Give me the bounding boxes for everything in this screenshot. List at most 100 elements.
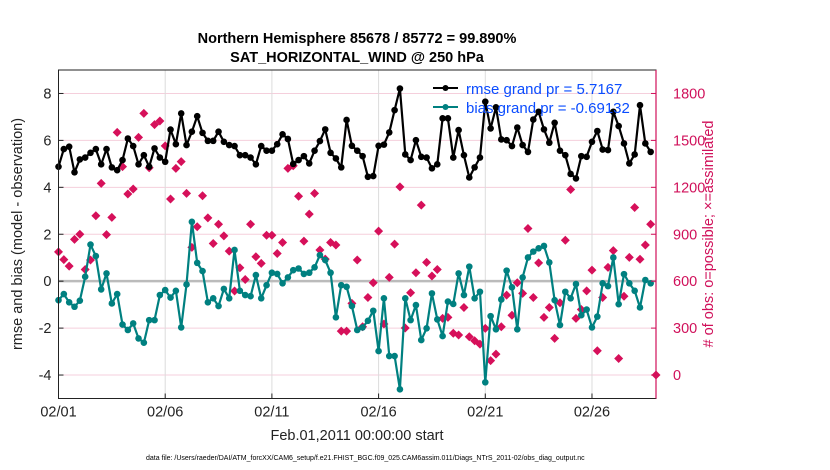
rmse-point bbox=[604, 146, 612, 154]
bias-point bbox=[108, 300, 116, 307]
rmse-point bbox=[503, 136, 510, 144]
data-file-footer: data file: /Users/raeder/DAI/ATM_forcXX/… bbox=[146, 455, 585, 462]
rmse-point bbox=[396, 85, 404, 92]
rmse-point bbox=[481, 98, 489, 105]
obs-count-marker bbox=[518, 288, 528, 298]
bias-point bbox=[487, 312, 494, 320]
bias-point bbox=[599, 279, 606, 287]
bias-point bbox=[113, 290, 121, 298]
bias-point bbox=[481, 379, 489, 386]
rmse-point bbox=[647, 148, 654, 156]
rmse-point bbox=[417, 153, 425, 161]
obs-count-marker bbox=[544, 302, 554, 312]
rmse-point bbox=[540, 126, 548, 133]
x-tick-label: 02/26 bbox=[574, 405, 610, 421]
bias-point bbox=[604, 282, 612, 290]
rmse-point bbox=[460, 151, 468, 159]
rmse-point bbox=[439, 115, 446, 122]
y-tick-label: 6 bbox=[43, 133, 51, 149]
rmse-point bbox=[615, 122, 622, 130]
bias-point bbox=[193, 259, 201, 267]
bias-point bbox=[439, 332, 446, 340]
bias-point bbox=[263, 281, 270, 289]
rmse-point bbox=[188, 128, 196, 136]
bias-point bbox=[87, 241, 94, 248]
rmse-point bbox=[476, 154, 484, 161]
bias-point bbox=[433, 316, 441, 323]
bias-point bbox=[513, 325, 521, 333]
bias-point bbox=[449, 300, 457, 308]
rmse-point bbox=[567, 170, 574, 178]
bias-point bbox=[620, 270, 628, 278]
rmse-point bbox=[412, 136, 420, 144]
obs-count-marker bbox=[96, 178, 106, 188]
rmse-point bbox=[626, 160, 633, 167]
bias-point bbox=[423, 325, 430, 332]
y-tick-label: -2 bbox=[39, 321, 52, 337]
obs-count-marker bbox=[310, 188, 320, 198]
bias-point bbox=[460, 291, 468, 299]
rmse-point bbox=[375, 142, 382, 150]
bias-point bbox=[220, 285, 228, 293]
bias-point bbox=[225, 295, 233, 302]
y-right-tick-label: 1500 bbox=[673, 133, 705, 149]
rmse-point bbox=[71, 169, 78, 176]
bias-point bbox=[135, 335, 142, 342]
rmse-point bbox=[236, 151, 244, 159]
rmse-point bbox=[65, 143, 73, 151]
rmse-point bbox=[471, 164, 478, 171]
rmse-point bbox=[284, 135, 292, 143]
obs-count-marker bbox=[486, 356, 496, 366]
rmse-point bbox=[316, 137, 324, 145]
rmse-point bbox=[241, 151, 249, 159]
rmse-point bbox=[172, 140, 180, 148]
rmse-point bbox=[247, 154, 254, 161]
bias-point bbox=[551, 296, 558, 304]
grid bbox=[58, 70, 656, 399]
obs-count-marker bbox=[635, 254, 645, 264]
bias-point bbox=[161, 286, 169, 294]
bias-point bbox=[364, 317, 372, 325]
bias-point bbox=[385, 352, 393, 360]
x-tick-label: 02/11 bbox=[254, 405, 289, 421]
rmse-point bbox=[295, 156, 302, 164]
rmse-point bbox=[391, 106, 398, 114]
rmse-point bbox=[562, 151, 569, 159]
rmse-point bbox=[599, 146, 606, 153]
obs-count-marker bbox=[64, 261, 74, 271]
bias-point bbox=[236, 287, 244, 295]
obs-count-marker bbox=[267, 230, 277, 240]
bias-point bbox=[252, 271, 260, 279]
obs-count-marker bbox=[534, 258, 544, 268]
obs-count-marker bbox=[139, 108, 149, 118]
bias-point bbox=[60, 290, 68, 298]
x-tick-label: 02/01 bbox=[40, 405, 76, 421]
bias-point bbox=[172, 287, 180, 295]
bias-point bbox=[626, 279, 633, 287]
bias-point bbox=[92, 252, 100, 260]
rmse-point bbox=[332, 155, 340, 162]
rmse-point bbox=[87, 149, 94, 157]
bias-point bbox=[348, 302, 356, 310]
obs-count-marker bbox=[107, 212, 117, 222]
bias-point bbox=[279, 279, 286, 287]
rmse-point bbox=[433, 161, 441, 168]
legend-rmse-label: rmse grand pr = 5.7167 bbox=[466, 81, 622, 98]
obs-count-marker bbox=[363, 292, 373, 302]
obs-count-marker bbox=[155, 116, 165, 126]
obs-count-marker bbox=[278, 238, 288, 248]
rmse-point bbox=[519, 141, 526, 149]
rmse-point bbox=[620, 140, 628, 147]
bias-point bbox=[332, 314, 340, 321]
obs-count-marker bbox=[614, 353, 624, 363]
bias-point bbox=[401, 295, 409, 302]
legend: rmse grand pr = 5.7167 bias grand pr = -… bbox=[433, 81, 630, 117]
rmse-point bbox=[380, 141, 388, 148]
obs-count-marker bbox=[630, 203, 640, 213]
rmse-point bbox=[535, 108, 542, 116]
axes: -4 -2 0 2 4 6 8 02/01 02/06 02/11 02/16 02/21 02/26 0… bbox=[39, 86, 706, 420]
rmse-point bbox=[305, 160, 313, 167]
bias-point bbox=[455, 270, 462, 277]
rmse-point bbox=[225, 141, 233, 149]
